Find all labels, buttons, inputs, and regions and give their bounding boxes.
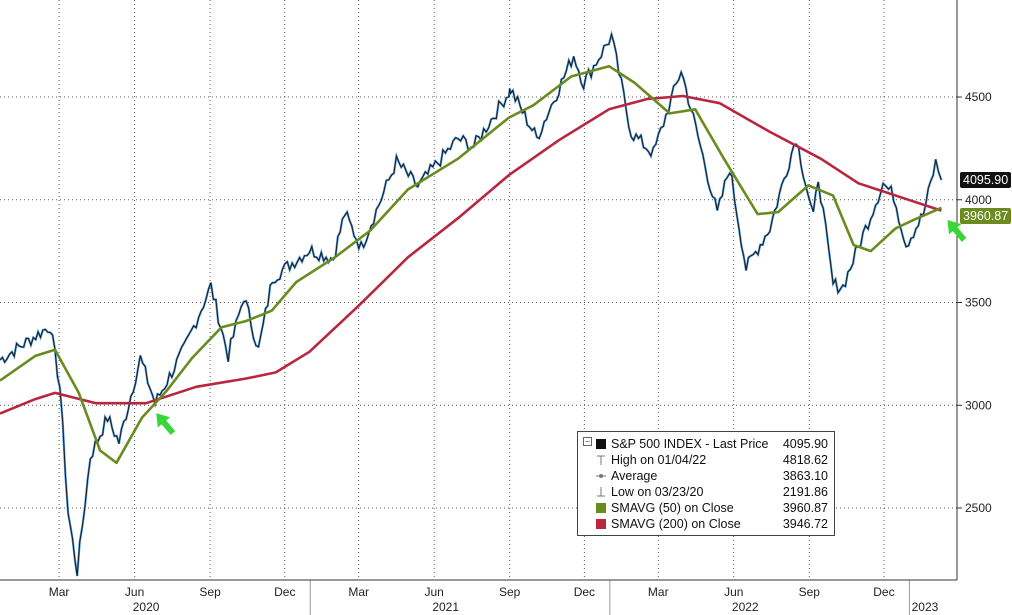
sma50-badge: 3960.87 xyxy=(960,207,1012,224)
legend-value: 4818.62 xyxy=(782,453,828,467)
legend-value: 3960.87 xyxy=(782,501,828,515)
x-year-label: 2021 xyxy=(432,600,459,614)
red-square-icon xyxy=(596,519,606,529)
legend-label: Low on 03/23/20 xyxy=(611,485,704,499)
y-tick-label: 3500 xyxy=(965,296,992,310)
y-tick-label: 4500 xyxy=(965,90,992,104)
x-tick-label: Dec xyxy=(274,585,295,599)
legend-row-average: Average 3863.10 xyxy=(578,468,834,484)
x-tick-label: Mar xyxy=(648,585,669,599)
x-year-label: 2020 xyxy=(133,600,160,614)
sma50-line xyxy=(0,64,942,465)
legend-row-sma50: SMAVG (50) on Close 3960.87 xyxy=(578,500,834,516)
legend-row-price: S&P 500 INDEX - Last Price 4095.90 xyxy=(578,436,834,452)
legend-label: Average xyxy=(611,469,658,483)
y-tick-label: 3000 xyxy=(965,398,992,412)
chart-annotations xyxy=(156,220,967,436)
arrow-icon xyxy=(156,413,176,436)
legend-label: SMAVG (200) on Close xyxy=(611,517,741,531)
high-marker-icon xyxy=(597,455,605,465)
legend-value: 3863.10 xyxy=(782,469,828,483)
sma200-line xyxy=(0,94,942,415)
crossover-arrow-2023 xyxy=(947,220,967,242)
legend-value: 4095.90 xyxy=(782,437,828,451)
chart-legend: − S&P 500 INDEX - Last Price 4095.90 Hig… xyxy=(577,431,835,536)
last-price-badge: 4095.90 xyxy=(960,172,1012,189)
low-marker-icon xyxy=(597,487,605,497)
x-tick-label: Jun xyxy=(724,585,743,599)
legend-label: S&P 500 INDEX - Last Price xyxy=(611,437,769,451)
crossover-arrow-2020 xyxy=(156,413,176,436)
x-tick-label: Jun xyxy=(125,585,144,599)
legend-value: 2191.86 xyxy=(782,485,828,499)
x-tick-label: Sep xyxy=(799,585,821,599)
x-year-label: 2023 xyxy=(912,600,939,614)
y-tick-label: 2500 xyxy=(965,501,992,515)
x-tick-label: Jun xyxy=(424,585,443,599)
average-marker-icon xyxy=(596,474,606,478)
x-tick-label: Mar xyxy=(348,585,369,599)
legend-label: SMAVG (50) on Close xyxy=(611,501,734,515)
x-tick-label: Sep xyxy=(199,585,221,599)
arrow-icon xyxy=(947,220,967,242)
legend-value: 3946.72 xyxy=(782,517,828,531)
chart-series xyxy=(0,30,943,577)
x-tick-label: Sep xyxy=(499,585,521,599)
legend-label: High on 01/04/22 xyxy=(611,453,707,467)
legend-row-high: High on 01/04/22 4818.62 xyxy=(578,452,834,468)
y-tick-label: 4000 xyxy=(965,193,992,207)
x-tick-label: Mar xyxy=(49,585,70,599)
legend-row-sma200: SMAVG (200) on Close 3946.72 xyxy=(578,516,834,532)
black-square-icon xyxy=(596,439,606,449)
x-year-label: 2022 xyxy=(732,600,759,614)
legend-row-low: Low on 03/23/20 2191.86 xyxy=(578,484,834,500)
x-tick-label: Dec xyxy=(873,585,894,599)
legend-collapse-icon[interactable]: − xyxy=(583,437,592,446)
green-square-icon xyxy=(596,503,606,513)
x-tick-label: Dec xyxy=(574,585,595,599)
